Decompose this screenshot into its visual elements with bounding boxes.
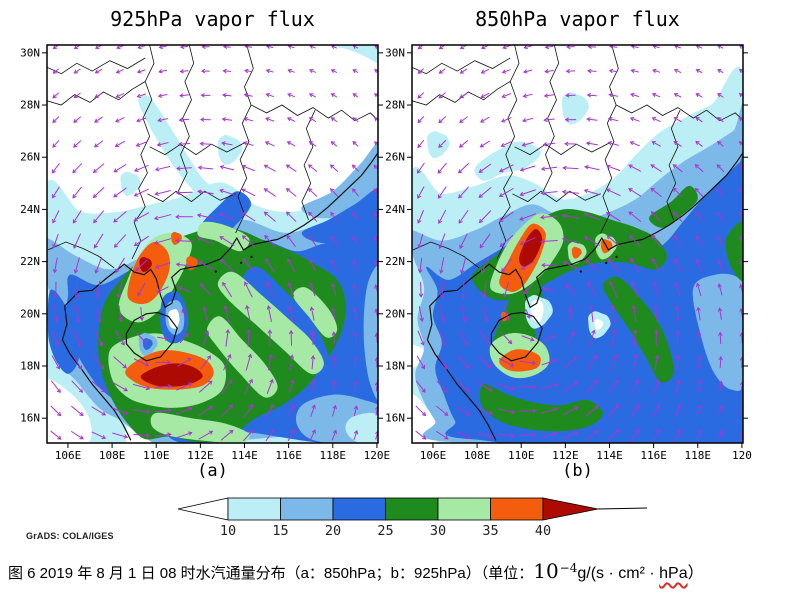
x-tick-label: 112E: [187, 449, 214, 462]
vapor-flux-map-850hpa: 30N 28N 26N 24N 22N 20N 18N 16N 106E 108E 110E 112E…: [385, 7, 752, 481]
colorbar-left-arrow: [177, 497, 229, 521]
x-tick-label: 114E: [596, 449, 623, 462]
y-tick-label: 18N: [385, 360, 405, 373]
y-tick-label: 26N: [20, 151, 40, 164]
figure-caption: 图 6 2019 年 8 月 1 日 08 时水汽通量分布（a：850hPa；b…: [8, 559, 794, 583]
grads-watermark: GrADS: COLA/IGES: [26, 531, 114, 541]
y-tick-label: 26N: [385, 151, 405, 164]
colorbar-tick-label: 30: [430, 523, 446, 539]
x-tick-label: 108E: [99, 449, 126, 462]
y-tick-label: 16N: [20, 412, 40, 425]
x-tick-label: 110E: [143, 449, 170, 462]
y-tick-label: 22N: [385, 255, 405, 268]
y-tick-label: 28N: [385, 99, 405, 112]
vapor-flux-map-925hpa: 30N 28N 26N 24N 22N 20N 18N 16N 106E 108E 110E 112E…: [20, 7, 390, 481]
caption-unit-body: g/(s · cm² ·: [577, 565, 660, 582]
y-tick-label: 30N: [385, 46, 405, 59]
y-tick-label: 30N: [20, 46, 40, 59]
axis-ticks: [42, 52, 383, 448]
colorbar-right-arrow: [542, 497, 599, 521]
y-tick-label: 24N: [20, 203, 40, 216]
map-frame: [46, 44, 379, 444]
caption-unit-exponent: −4: [559, 561, 578, 575]
x-tick-label: 120: [732, 449, 752, 462]
x-tick-label: 120E: [364, 449, 390, 462]
colorbar-tick-label: 25: [377, 523, 393, 539]
y-tick-label: 18N: [20, 360, 40, 373]
colorbar-segment: [280, 497, 334, 521]
y-tick-label: 20N: [385, 307, 405, 320]
axis-labels: 30N 28N 26N 24N 22N 20N 18N 16N 106E 108E 110E 112E…: [385, 46, 752, 462]
y-tick-label: 22N: [20, 255, 40, 268]
colorbar-segment: [490, 497, 544, 521]
x-tick-label: 114E: [231, 449, 258, 462]
axis-labels: 30N 28N 26N 24N 22N 20N 18N 16N 106E 108E 110E 112E…: [20, 46, 390, 462]
colorbar-tick-label: 10: [220, 523, 236, 539]
y-tick-label: 16N: [385, 412, 405, 425]
x-tick-label: 106E: [55, 449, 82, 462]
y-tick-label: 28N: [20, 99, 40, 112]
x-tick-label: 106E: [420, 449, 447, 462]
colorbar-legend: 10 15 20 25 30 35 40: [177, 497, 648, 539]
panel-sublabel: (b): [562, 461, 593, 481]
caption-closing: ）: [687, 565, 704, 582]
caption-unit-hpa: hPa: [659, 565, 688, 582]
x-tick-label: 110E: [508, 449, 535, 462]
x-tick-label: 112E: [552, 449, 579, 462]
y-tick-label: 20N: [20, 307, 40, 320]
contour-fills: [412, 67, 743, 443]
wind-vectors: [50, 45, 378, 442]
caption-unit-base: 10: [533, 559, 559, 583]
panel-title: 850hPa vapor flux: [475, 7, 680, 31]
colorbar-segment: [227, 497, 281, 521]
colorbar-segment: [332, 497, 386, 521]
colorbar-tick-label: 35: [482, 523, 498, 539]
axis-ticks: [407, 52, 748, 448]
y-tick-label: 24N: [385, 203, 405, 216]
colorbar-tick-label: 40: [535, 523, 551, 539]
caption-text: 图 6 2019 年 8 月 1 日 08 时水汽通量分布（a：850hPa；b…: [8, 565, 534, 582]
panel-sublabel: (a): [197, 461, 228, 481]
colorbar-pointer-line: [597, 507, 648, 510]
contour-fills: [47, 45, 378, 443]
x-tick-label: 108E: [464, 449, 491, 462]
x-tick-label: 118E: [685, 449, 712, 462]
colorbar-tick-label: 15: [272, 523, 288, 539]
panel-title: 925hPa vapor flux: [110, 7, 315, 31]
colorbar-tick-label: 20: [325, 523, 341, 539]
coastlines-and-borders: [412, 45, 743, 441]
colorbar-segment: [385, 497, 439, 521]
wind-vectors: [415, 45, 743, 441]
colorbar-segment: [437, 497, 491, 521]
x-tick-label: 116E: [275, 449, 302, 462]
x-tick-label: 116E: [640, 449, 667, 462]
map-frame: [411, 44, 744, 444]
x-tick-label: 118E: [320, 449, 347, 462]
